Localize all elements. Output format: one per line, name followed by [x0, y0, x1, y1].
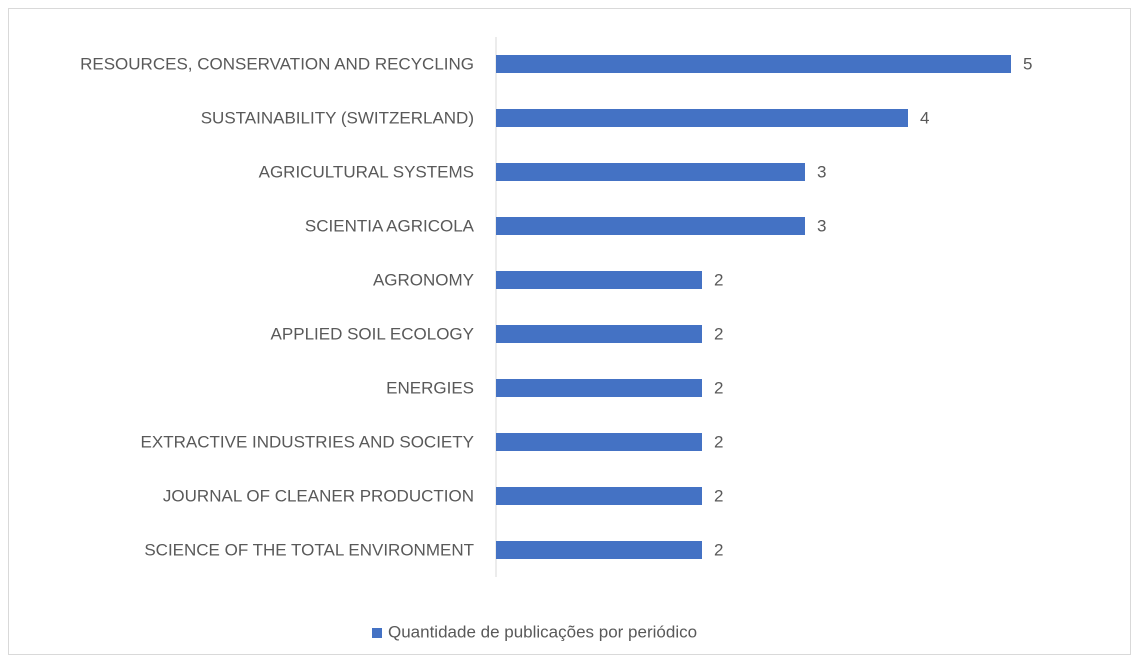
legend-label: Quantidade de publicações por periódico — [388, 622, 697, 641]
bar — [496, 271, 702, 289]
data-label: 4 — [920, 108, 929, 127]
bar — [496, 55, 1011, 73]
bar — [496, 541, 702, 559]
y-tick-label: EXTRACTIVE INDUSTRIES AND SOCIETY — [141, 432, 474, 451]
data-label: 2 — [714, 540, 723, 559]
bar — [496, 325, 702, 343]
data-label: 2 — [714, 270, 723, 289]
data-label: 3 — [817, 162, 826, 181]
bar — [496, 379, 702, 397]
y-tick-label: JOURNAL OF CLEANER PRODUCTION — [163, 486, 474, 505]
bar — [496, 163, 805, 181]
data-label: 2 — [714, 324, 723, 343]
bar — [496, 487, 702, 505]
y-tick-label: AGRICULTURAL SYSTEMS — [259, 162, 474, 181]
y-tick-label: SCIENTIA AGRICOLA — [305, 216, 475, 235]
y-tick-label: SUSTAINABILITY (SWITZERLAND) — [201, 108, 474, 127]
y-tick-label: APPLIED SOIL ECOLOGY — [271, 324, 474, 343]
y-tick-label: AGRONOMY — [373, 270, 474, 289]
y-tick-label: ENERGIES — [386, 378, 474, 397]
y-tick-label: RESOURCES, CONSERVATION AND RECYCLING — [80, 54, 474, 73]
data-label: 2 — [714, 486, 723, 505]
bar — [496, 109, 908, 127]
bar — [496, 217, 805, 235]
data-label: 3 — [817, 216, 826, 235]
y-tick-label: SCIENCE OF THE TOTAL ENVIRONMENT — [144, 540, 474, 559]
data-label: 2 — [714, 378, 723, 397]
legend-swatch — [372, 628, 382, 638]
data-label: 2 — [714, 432, 723, 451]
data-label: 5 — [1023, 54, 1032, 73]
bar — [496, 433, 702, 451]
